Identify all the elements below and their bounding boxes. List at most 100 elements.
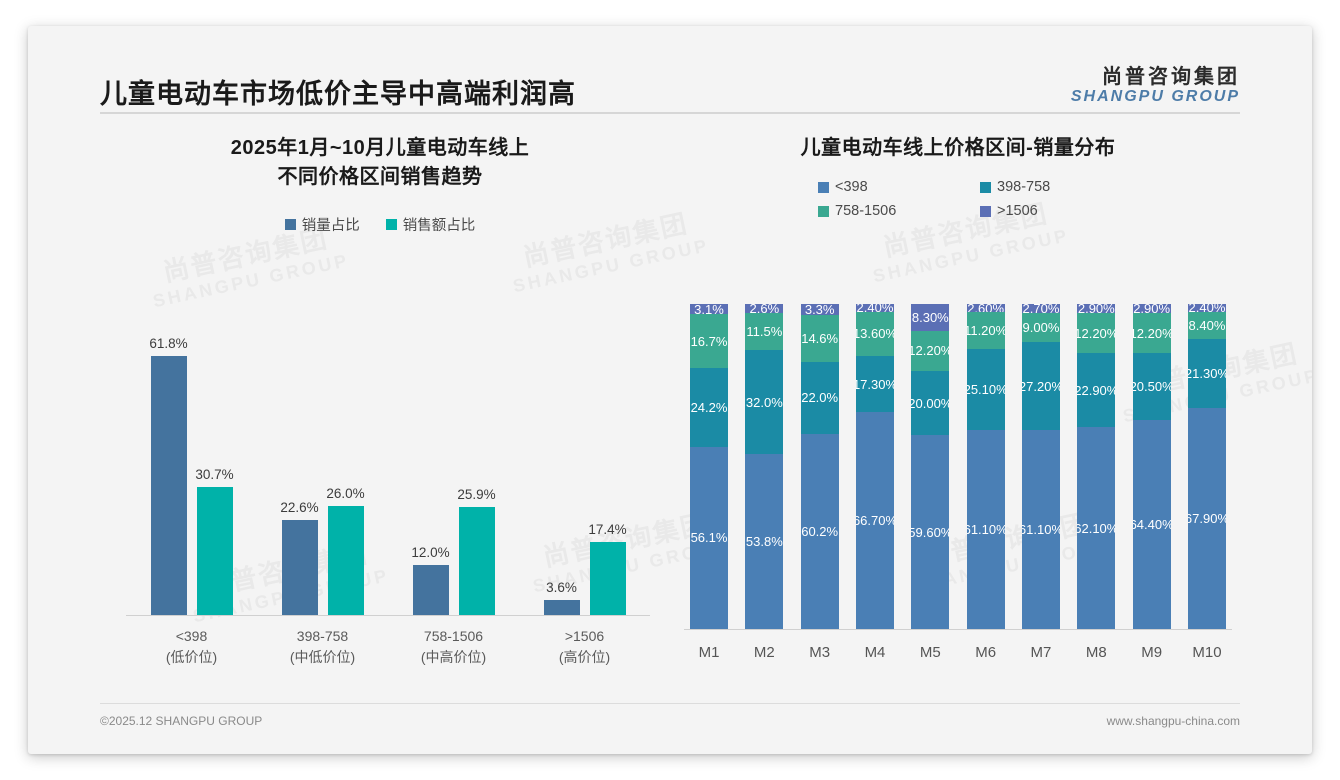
stack-segment[interactable]: 53.8% [745,454,784,629]
stack-segment[interactable]: 12.20% [1077,313,1116,354]
bar-value-label: 3.6% [546,579,577,595]
stack-segment[interactable]: 2.40% [855,304,894,315]
bar-column[interactable]: 61.8% [149,322,188,615]
stack-segment[interactable]: 14.6% [800,314,839,363]
stack-segment[interactable]: 56.1% [690,446,728,629]
stack-segment[interactable]: 66.70% [855,412,894,629]
stacked-bar-column[interactable]: 2.6% 11.5% 32.0% 53.8% [745,304,784,629]
stack-segment[interactable]: 61.10% [1021,430,1060,629]
right-chart-title: 儿童电动车线上价格区间-销量分布 [800,137,1116,159]
bar[interactable] [327,506,364,615]
stack-segment[interactable]: 13.60% [855,311,894,357]
stacked-bar-column[interactable]: 3.3% 14.6% 22.0% 60.2% [800,304,839,629]
stack-segment[interactable]: 9.00% [1021,312,1060,343]
month-label: M6 [975,644,997,661]
stack-segment[interactable]: 24.2% [690,368,728,447]
bar-column[interactable]: 26.0% [326,322,365,615]
stack-segment[interactable]: 32.0% [745,350,784,455]
stack-segment[interactable]: 3.1% [690,304,728,317]
bar-column[interactable]: 12.0% [411,322,450,615]
stack-segment[interactable]: 20.50% [1132,353,1171,420]
legend-item-398-758[interactable]: 398-758 [980,179,1098,195]
bar[interactable] [281,520,318,615]
legend-item-gt1506[interactable]: >1506 [980,203,1098,219]
stack-segment[interactable]: 8.30% [911,304,950,331]
bar[interactable] [589,542,626,615]
stack-segment[interactable]: 20.00% [911,370,950,436]
stack-segment[interactable]: 25.10% [966,348,1005,431]
stacked-bar-column[interactable]: 2.60% 11.20% 25.10% 61.10% [966,304,1005,629]
month-label: M1 [698,644,720,661]
stack-segment[interactable]: 12.20% [1132,313,1171,354]
bar-column[interactable]: 30.7% [195,322,234,615]
stack-segment[interactable]: 59.60% [911,435,950,629]
grouped-category-axis: <398 (低价位) 398-758 (中低价位) 758-1506 (中高价位) >150… [126,618,650,684]
stack-segment[interactable]: 22.0% [800,362,839,434]
legend-item-758-1506[interactable]: 758-1506 [818,203,936,219]
segment-value-label: 12.20% [1077,325,1115,341]
category-label-main: <398 [175,628,208,644]
bar-value-label: 30.7% [195,466,234,482]
bar[interactable] [458,506,495,615]
segment-value-label: 2.90% [1133,304,1171,317]
bar-column[interactable]: 3.6% [543,322,580,615]
bar-column[interactable]: 17.4% [588,322,627,615]
segment-value-label: 8.30% [911,309,949,325]
legend-label: 398-758 [997,179,1051,195]
stack-segment[interactable]: 2.40% [1187,304,1226,315]
bar-column[interactable]: 22.6% [280,322,319,615]
stack-segment[interactable]: 2.90% [1077,304,1116,316]
stack-segment[interactable]: 8.40% [1187,311,1226,340]
stack-segment[interactable]: 60.2% [800,433,839,629]
legend-item-sales-volume[interactable]: 销量占比 [284,214,360,235]
bar[interactable] [412,564,449,615]
stacked-bar-column[interactable]: 2.70% 9.00% 27.20% 61.10% [1021,304,1060,629]
stack-segment[interactable]: 3.3% [800,304,839,317]
month-label: M3 [809,644,831,661]
stacked-bar-column[interactable]: 2.90% 12.20% 22.90% 62.10% [1077,304,1116,629]
bar[interactable] [150,356,187,615]
legend-swatch-icon [385,219,397,230]
category-label-sub: (中低价位) [289,649,356,665]
stack-segment[interactable]: 11.20% [966,312,1005,349]
grouped-plot-area: 61.8% 30.7% 22.6% 26.0% 12.0% 25.9% 3.6% 17.4% [126,322,650,616]
stack-segment[interactable]: 17.30% [855,356,894,413]
page-title: 儿童电动车市场低价主导中高端利润高 [100,79,576,109]
stack-segment[interactable]: 21.30% [1187,339,1226,409]
slide-card: 尚普咨询集团 SHANGPU GROUP 尚普咨询集团 SHANGPU GROU… [28,26,1312,754]
stack-segment[interactable]: 12.20% [911,330,950,371]
bar-group: 12.0% 25.9% [411,322,496,615]
stack-segment[interactable]: 16.7% [690,314,728,369]
segment-value-label: 62.10% [1077,520,1115,536]
legend-item-sales-amount[interactable]: 销售额占比 [385,214,475,235]
chart-panel-left: 2025年1月~10月儿童电动车线上 不同价格区间销售趋势 销量占比 销售额占比… [100,134,660,694]
stack-segment[interactable]: 27.20% [1021,342,1060,431]
category-label-main: >1506 [564,628,605,644]
segment-value-label: 12.20% [1132,325,1171,341]
stacked-bar-column[interactable]: 2.40% 13.60% 17.30% 66.70% [855,304,894,629]
stacked-bar-column[interactable]: 2.40%8.40% 21.30% 67.90% [1187,304,1226,629]
segment-value-label: 25.10% [966,382,1005,398]
segment-value-label: 32.0% [745,394,783,410]
stack-segment[interactable]: 2.70% [1021,304,1060,316]
bar-column[interactable]: 25.9% [457,322,496,615]
stack-segment[interactable]: 61.10% [966,430,1005,629]
stack-segment[interactable]: 2.90% [1132,304,1171,317]
stacked-bar-column[interactable]: 8.30% 12.20% 20.00% 59.60% [911,304,950,629]
bar[interactable] [196,486,233,615]
stack-segment[interactable]: 2.6% [745,304,784,316]
stack-segment[interactable]: 67.90% [1187,408,1226,629]
bar[interactable] [543,599,580,615]
stacked-bar-column[interactable]: 3.1% 16.7% 24.2% 56.1% [690,304,728,629]
stack-segment[interactable]: 22.90% [1077,353,1116,428]
stack-segment[interactable]: 62.10% [1077,427,1116,629]
stacked-bar-column[interactable]: 2.90% 12.20% 20.50% 64.40% [1132,304,1171,629]
footer-copyright: ©2025.12 SHANGPU GROUP [100,714,263,728]
stack-segment[interactable]: 64.40% [1132,419,1171,629]
right-chart-legend: <398 398-758 758-1506 >1506 [818,179,1098,219]
stack-segment[interactable]: 2.60% [966,304,1005,316]
legend-item-lt398[interactable]: <398 [818,179,936,195]
stack-segment[interactable]: 11.5% [745,312,784,351]
left-chart-title-line1: 2025年1月~10月儿童电动车线上 [230,137,530,159]
segment-value-label: 27.20% [1021,378,1060,394]
